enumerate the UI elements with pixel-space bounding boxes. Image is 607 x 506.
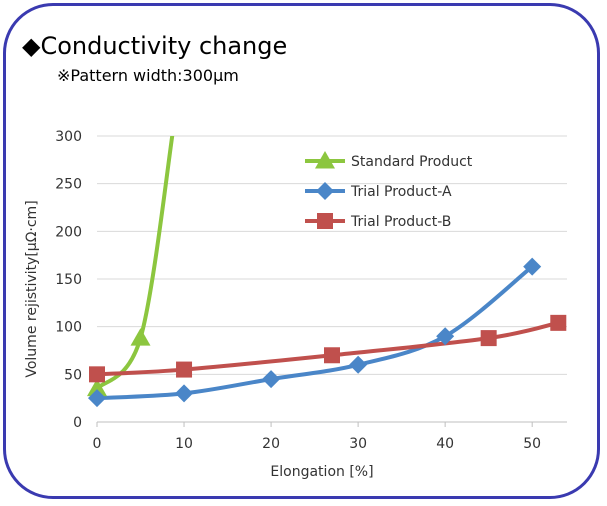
y-tick-label-0: 0: [73, 415, 82, 431]
chart-title: ◆Conductivity change: [22, 32, 288, 60]
x-tick-label-40: 40: [436, 436, 454, 452]
marker-standard-product-1: [130, 328, 151, 346]
marker-standard-product-0: [87, 378, 107, 397]
x-axis-label: Elongation [%]: [270, 464, 373, 480]
x-tick-label-0: 0: [93, 436, 102, 452]
y-tick-label-100: 100: [55, 320, 82, 336]
marker-trial-product-b-2: [324, 347, 340, 364]
y-tick-label-300: 300: [55, 129, 82, 145]
legend-label-trial-product-a: Trial Product-A: [350, 184, 452, 200]
x-tick-label-50: 50: [523, 436, 541, 452]
legend-label-trial-product-b: Trial Product-B: [350, 214, 451, 230]
legend-marker-trial-product-a: [316, 182, 334, 200]
marker-trial-product-a-5: [523, 257, 542, 276]
legend-label-standard-product: Standard Product: [351, 154, 473, 170]
legend-marker-standard-product: [315, 151, 335, 169]
series-line-standard-product: [97, 136, 175, 391]
x-tick-label-30: 30: [349, 436, 367, 452]
marker-trial-product-a-4: [436, 327, 455, 346]
series-line-trial-product-a: [97, 265, 534, 401]
x-tick-label-20: 20: [262, 436, 280, 452]
marker-trial-product-b-1: [176, 361, 193, 378]
legend-marker-trial-product-b: [317, 213, 333, 229]
x-tick-label-10: 10: [175, 436, 193, 452]
y-tick-label-150: 150: [55, 272, 82, 288]
y-axis-label: Volume rejistivity[μΩ·cm]: [24, 200, 40, 377]
marker-trial-product-b-3: [480, 330, 497, 347]
marker-trial-product-b-0: [89, 366, 105, 383]
y-tick-label-200: 200: [55, 224, 82, 240]
y-tick-label-250: 250: [55, 177, 82, 193]
marker-trial-product-b-4: [550, 314, 567, 331]
marker-trial-product-a-0: [88, 389, 106, 408]
marker-trial-product-a-2: [262, 370, 281, 389]
chart-subtitle: ※Pattern width:300μm: [57, 66, 239, 85]
marker-trial-product-a-1: [175, 384, 194, 403]
marker-trial-product-a-3: [349, 355, 368, 374]
y-tick-label-50: 50: [64, 367, 82, 383]
chart-frame: [3, 3, 600, 499]
